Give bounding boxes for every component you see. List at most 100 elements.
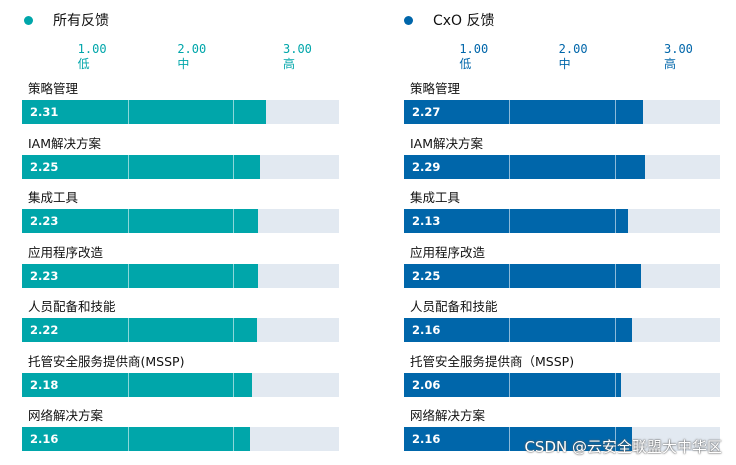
gridline <box>127 154 129 179</box>
legend-label: 所有反馈 <box>53 13 109 29</box>
axis-tick: 3.00 高 <box>283 42 312 72</box>
legend: 所有反馈 <box>24 10 109 30</box>
bar-track: 2.25 <box>404 263 720 288</box>
bar-value-label: 2.06 <box>412 377 441 392</box>
bar-track: 2.18 <box>22 372 339 397</box>
category-label: 策略管理 <box>410 81 461 96</box>
gridline <box>127 427 129 451</box>
gridline <box>233 154 235 179</box>
tick-value: 3.00 <box>283 42 312 56</box>
tick-label: 低 <box>459 57 472 71</box>
bar-value-label: 2.25 <box>30 159 59 174</box>
bar-track: 2.27 <box>404 100 720 124</box>
bar <box>404 318 632 342</box>
tick-value: 1.00 <box>459 42 489 56</box>
bar-track: 2.13 <box>404 209 720 233</box>
axis-tick: 2.00 中 <box>177 42 206 72</box>
category-label: IAM解决方案 <box>28 135 102 151</box>
watermark: CSDN @云安全联盟大中华区 <box>524 438 722 456</box>
legend-dot-icon <box>404 15 413 25</box>
gridline <box>233 372 235 397</box>
bar-track: 2.23 <box>22 209 339 233</box>
bar <box>404 154 646 179</box>
bar-value-label: 2.23 <box>30 268 59 283</box>
gridline <box>127 100 129 124</box>
bar <box>22 427 251 451</box>
category-label: 应用程序改造 <box>410 244 486 260</box>
gridline <box>614 427 616 451</box>
gridline <box>614 372 616 397</box>
category-label: 策略管理 <box>28 81 79 96</box>
tick-value: 3.00 <box>664 42 693 56</box>
bar <box>22 263 258 288</box>
bar-track: 2.06 <box>404 372 720 397</box>
bar-value-label: 2.27 <box>412 105 441 119</box>
bar-value-label: 2.16 <box>412 323 441 337</box>
gridline <box>614 154 616 179</box>
panel-all-feedback: 所有反馈 1.00 低 2.00 中 3.00 高策略管理 2.31 IAM解决方案 2.25 集成… <box>0 0 339 465</box>
gridline <box>127 318 129 342</box>
bar <box>404 263 641 288</box>
category-label: 集成工具 <box>410 190 461 205</box>
bar <box>22 372 253 397</box>
bar-track: 2.16 <box>404 427 720 451</box>
gridline <box>509 154 511 179</box>
gridline <box>614 209 616 233</box>
gridline <box>509 427 511 451</box>
category-label: 人员配备和技能 <box>28 299 116 314</box>
gridline <box>233 318 235 342</box>
category-label: 网络解决方案 <box>28 408 104 423</box>
bar <box>404 209 629 233</box>
bar <box>22 100 267 124</box>
category-label: 集成工具 <box>28 190 79 205</box>
gridline <box>509 318 511 342</box>
gridline <box>127 209 129 233</box>
bar-value-label: 2.16 <box>30 432 59 446</box>
gridline <box>233 427 235 451</box>
tick-label: 高 <box>664 57 677 71</box>
bar-value-label: 2.29 <box>412 159 441 174</box>
bar-value-label: 2.25 <box>412 268 441 283</box>
bar <box>404 427 632 451</box>
axis-tick: 1.00 低 <box>78 42 107 72</box>
tick-value: 2.00 <box>558 42 588 56</box>
category-label: IAM解决方案 <box>410 135 484 151</box>
gridline <box>233 209 235 233</box>
panel-cxo-feedback: CxO 反馈 1.00 低 2.00 中 3.00 高策略管理 2.27 IAM解决方案 2.29… <box>382 0 720 465</box>
tick-label: 中 <box>558 57 571 71</box>
bar-value-label: 2.13 <box>412 214 441 228</box>
category-label: 托管安全服务提供商(MSSP) <box>28 353 185 369</box>
bar-track: 2.29 <box>404 154 720 179</box>
bar-track: 2.16 <box>22 427 339 451</box>
bar <box>404 100 644 124</box>
category-label: 应用程序改造 <box>28 244 104 260</box>
bar-track: 2.23 <box>22 263 339 288</box>
bar-track: 2.31 <box>22 100 339 124</box>
legend-label: CxO 反馈 <box>433 13 495 29</box>
category-label: 人员配备和技能 <box>410 299 498 314</box>
gridline <box>614 263 616 288</box>
gridline <box>614 100 616 124</box>
bar <box>22 209 258 233</box>
category-label: 托管安全服务提供商（MSSP) <box>410 353 575 369</box>
legend: CxO 反馈 <box>404 10 495 30</box>
gridline <box>509 372 511 397</box>
bar-value-label: 2.31 <box>30 105 59 119</box>
gridline <box>233 263 235 288</box>
bar-track: 2.16 <box>404 318 720 342</box>
gridline <box>233 100 235 124</box>
category-label: 网络解决方案 <box>410 408 486 423</box>
tick-label: 中 <box>177 57 190 71</box>
bar <box>404 372 621 397</box>
tick-value: 2.00 <box>177 42 207 56</box>
legend-dot-icon <box>24 15 33 25</box>
gridline <box>509 263 511 288</box>
bar-value-label: 2.23 <box>30 214 59 228</box>
gridline <box>127 263 129 288</box>
tick-label: 低 <box>77 57 90 71</box>
bar-value-label: 2.22 <box>30 323 59 337</box>
bar-value-label: 2.18 <box>30 377 59 392</box>
gridline <box>614 318 616 342</box>
gridline <box>509 100 511 124</box>
bar <box>22 154 260 179</box>
